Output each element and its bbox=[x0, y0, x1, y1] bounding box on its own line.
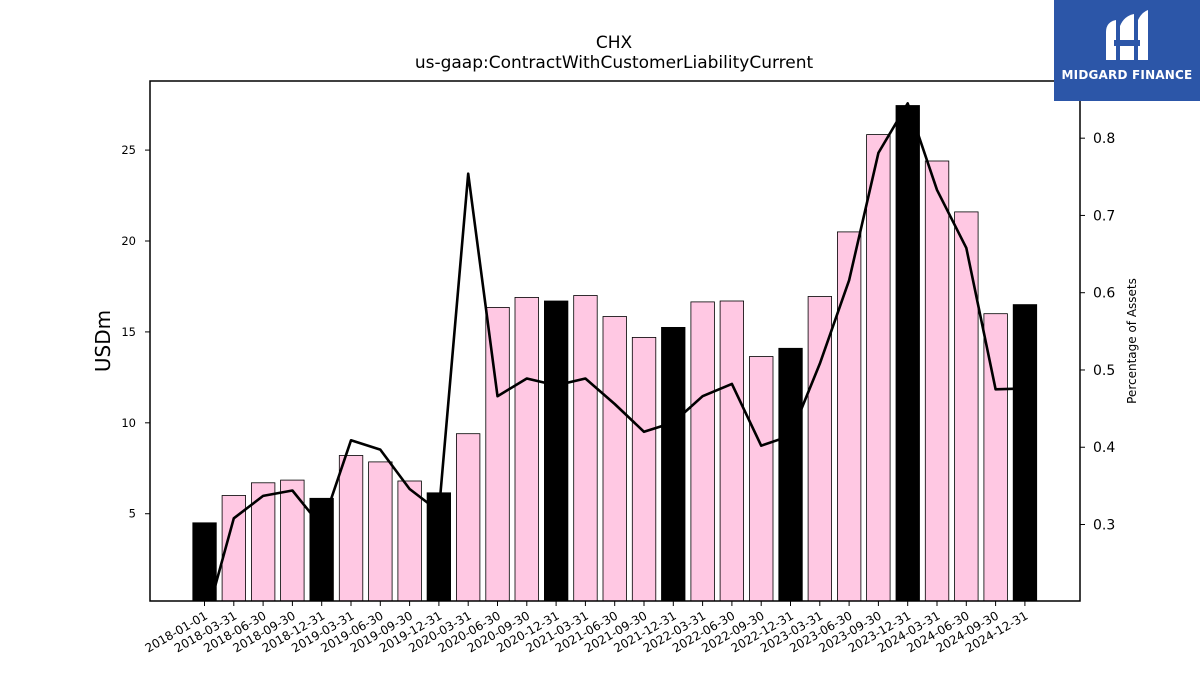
bar-2020-06-30 bbox=[485, 306, 510, 602]
bar-2022-12-31 bbox=[778, 347, 803, 602]
brand-logo: MIDGARD FINANCE bbox=[1054, 0, 1200, 101]
y2-tick-label: 0.5 bbox=[1093, 363, 1115, 379]
y2-tick-label: 0.8 bbox=[1093, 131, 1115, 147]
bar-2021-03-31 bbox=[573, 295, 598, 602]
bar-2020-03-31 bbox=[455, 433, 481, 602]
chart-subtitle: us-gaap:ContractWithCustomerLiabilityCur… bbox=[415, 53, 814, 73]
bar-2024-03-31 bbox=[924, 160, 950, 602]
mf-monogram-icon bbox=[1106, 10, 1148, 60]
bars-group bbox=[192, 105, 1038, 602]
bar-2021-09-30 bbox=[631, 336, 657, 602]
bar-2019-03-31 bbox=[338, 455, 364, 602]
bar-2018-12-31 bbox=[309, 497, 334, 602]
bar-2024-06-30 bbox=[954, 211, 979, 602]
bar-2020-12-31 bbox=[544, 300, 569, 602]
y2-tick-label: 0.4 bbox=[1093, 440, 1115, 456]
bar-2021-06-30 bbox=[602, 316, 627, 602]
bar-2023-12-31 bbox=[895, 105, 920, 602]
x-axis-ticks: 2018-01-012018-03-312018-06-302018-09-30… bbox=[143, 601, 1030, 655]
y2-tick-label: 0.3 bbox=[1093, 518, 1115, 534]
y-tick-label: 5 bbox=[129, 507, 136, 521]
line-group bbox=[209, 102, 1025, 601]
y-tick-label: 20 bbox=[121, 234, 136, 248]
y-tick-label: 10 bbox=[121, 416, 136, 430]
y2-axis-label: Percentage of Assets bbox=[1125, 278, 1139, 404]
bar-2022-09-30 bbox=[749, 356, 774, 602]
y2-axis-ticks: 0.3 0.4 0.5 0.6 0.7 0.8 bbox=[1080, 131, 1115, 534]
bar-2021-12-31 bbox=[661, 326, 686, 602]
bar-2018-09-30 bbox=[280, 479, 305, 602]
bar-2023-06-30 bbox=[837, 231, 862, 602]
bar-2023-09-30 bbox=[866, 134, 891, 602]
y2-tick-label: 0.6 bbox=[1093, 286, 1115, 302]
bar-2022-03-31 bbox=[690, 301, 715, 602]
logo-text: MIDGARD FINANCE bbox=[1061, 68, 1193, 82]
y-axis-label: USDm bbox=[91, 310, 115, 372]
bar-2019-06-30 bbox=[368, 461, 393, 602]
bar-2024-12-31 bbox=[1012, 304, 1038, 602]
y-tick-label: 15 bbox=[121, 325, 136, 339]
y2-tick-label: 0.7 bbox=[1093, 208, 1115, 224]
bar-2020-09-30 bbox=[514, 296, 539, 602]
y-axis-ticks: 5 10 15 20 25 bbox=[121, 143, 150, 521]
bar-2022-06-30 bbox=[719, 300, 744, 602]
bar-2024-09-30 bbox=[983, 313, 1008, 602]
y-tick-label: 25 bbox=[121, 143, 136, 157]
chart-title: CHX bbox=[596, 33, 633, 53]
bar-2018-01-01 bbox=[192, 522, 217, 602]
percentage-line bbox=[209, 102, 1025, 601]
bar-2019-09-30 bbox=[397, 480, 422, 602]
